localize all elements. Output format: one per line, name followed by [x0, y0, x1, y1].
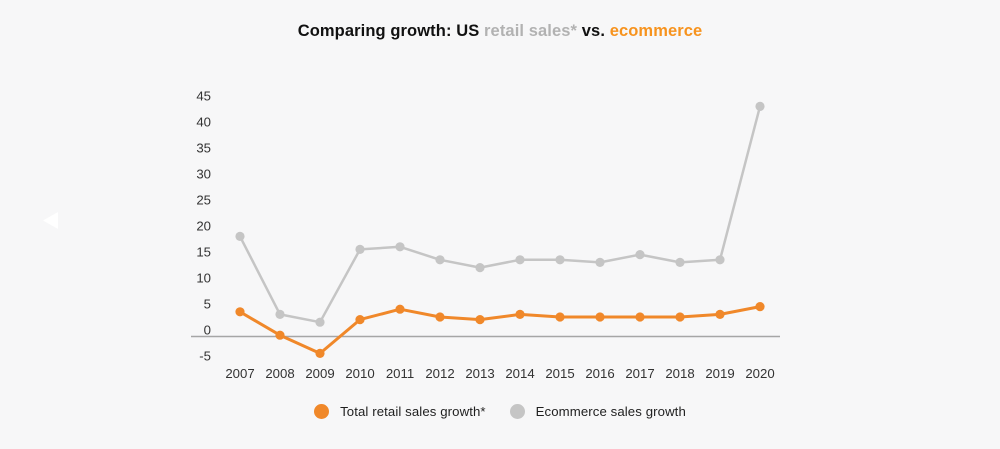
data-point-ecommerce_gray-2008 [275, 309, 285, 319]
x-axis-tick-label: 2013 [465, 366, 494, 381]
data-point-ecommerce_gray-2012 [435, 255, 445, 265]
legend-label-retail: Total retail sales growth* [340, 404, 486, 419]
data-point-retail_orange-2009 [315, 348, 325, 358]
data-point-ecommerce_gray-2017 [635, 250, 645, 260]
y-axis-tick-label: 45 [196, 89, 211, 104]
data-point-retail_orange-2018 [675, 312, 685, 322]
legend-dot-retail-icon [314, 404, 330, 419]
data-point-retail_orange-2015 [555, 312, 565, 322]
x-axis-tick-label: 2015 [545, 366, 574, 381]
x-axis-tick-label: 2020 [745, 366, 774, 381]
data-point-ecommerce_gray-2014 [515, 255, 525, 265]
data-point-retail_orange-2017 [635, 312, 645, 322]
x-axis-tick-label: 2018 [665, 366, 694, 381]
y-axis-tick-label: 15 [196, 245, 211, 260]
y-axis-tick-label: 20 [196, 219, 211, 234]
data-point-ecommerce_gray-2009 [315, 317, 325, 327]
data-point-retail_orange-2014 [515, 309, 525, 319]
data-point-ecommerce_gray-2016 [595, 257, 605, 267]
title-part-main: Comparing growth: US [297, 22, 485, 40]
y-axis-tick-label: 30 [196, 167, 211, 182]
title-part-retail: retail sales* [484, 22, 578, 40]
y-axis-tick-label: 10 [196, 271, 211, 286]
data-point-ecommerce_gray-2013 [475, 263, 485, 273]
data-point-retail_orange-2007 [235, 307, 245, 317]
data-point-ecommerce_gray-2018 [675, 257, 685, 267]
x-axis-tick-label: 2016 [585, 366, 614, 381]
y-axis-tick-label: 5 [204, 297, 211, 312]
data-point-retail_orange-2010 [355, 315, 365, 325]
title-part-vs: vs. [577, 22, 610, 40]
y-axis-tick-label: 35 [196, 141, 211, 156]
data-point-ecommerce_gray-2010 [355, 244, 365, 254]
data-point-retail_orange-2011 [395, 304, 405, 314]
x-axis-tick-label: 2010 [345, 366, 374, 381]
data-point-ecommerce_gray-2007 [235, 231, 245, 241]
legend-item-retail: Total retail sales growth* [314, 404, 486, 419]
data-point-retail_orange-2008 [275, 330, 285, 340]
x-axis-tick-label: 2012 [425, 366, 454, 381]
legend-item-ecommerce: Ecommerce sales growth [509, 404, 686, 419]
legend-label-ecommerce: Ecommerce sales growth [535, 404, 686, 419]
x-axis-tick-label: 2019 [705, 366, 734, 381]
y-axis-tick-label: 25 [196, 193, 211, 208]
data-point-retail_orange-2020 [755, 302, 765, 312]
legend-dot-ecommerce-icon [509, 404, 525, 419]
x-axis-tick-label: 2014 [505, 366, 534, 381]
chart-legend: Total retail sales growth* Ecommerce sal… [0, 404, 1000, 419]
data-point-ecommerce_gray-2019 [715, 255, 725, 265]
data-point-ecommerce_gray-2015 [555, 255, 565, 265]
data-point-retail_orange-2016 [595, 312, 605, 322]
x-axis-tick-label: 2009 [305, 366, 334, 381]
x-axis-tick-label: 2007 [225, 366, 254, 381]
chart-title: Comparing growth: US retail sales* vs. e… [0, 22, 1000, 41]
x-axis-tick-label: 2011 [386, 366, 414, 381]
data-point-ecommerce_gray-2011 [395, 242, 405, 252]
data-point-retail_orange-2012 [435, 312, 445, 322]
data-point-retail_orange-2013 [475, 315, 485, 325]
data-point-ecommerce_gray-2020 [755, 101, 765, 111]
previous-arrow-icon[interactable] [41, 210, 61, 230]
x-axis-tick-label: 2017 [625, 366, 654, 381]
title-part-ecommerce: ecommerce [609, 22, 703, 40]
y-axis-tick-label: 0 [204, 323, 211, 338]
x-axis-tick-label: 2008 [265, 366, 294, 381]
y-axis-tick-label: -5 [199, 349, 211, 364]
series-line-retail_orange [239, 305, 761, 355]
data-point-retail_orange-2019 [715, 309, 725, 319]
series-line-ecommerce_gray [238, 106, 762, 324]
y-axis-tick-label: 40 [196, 115, 211, 130]
